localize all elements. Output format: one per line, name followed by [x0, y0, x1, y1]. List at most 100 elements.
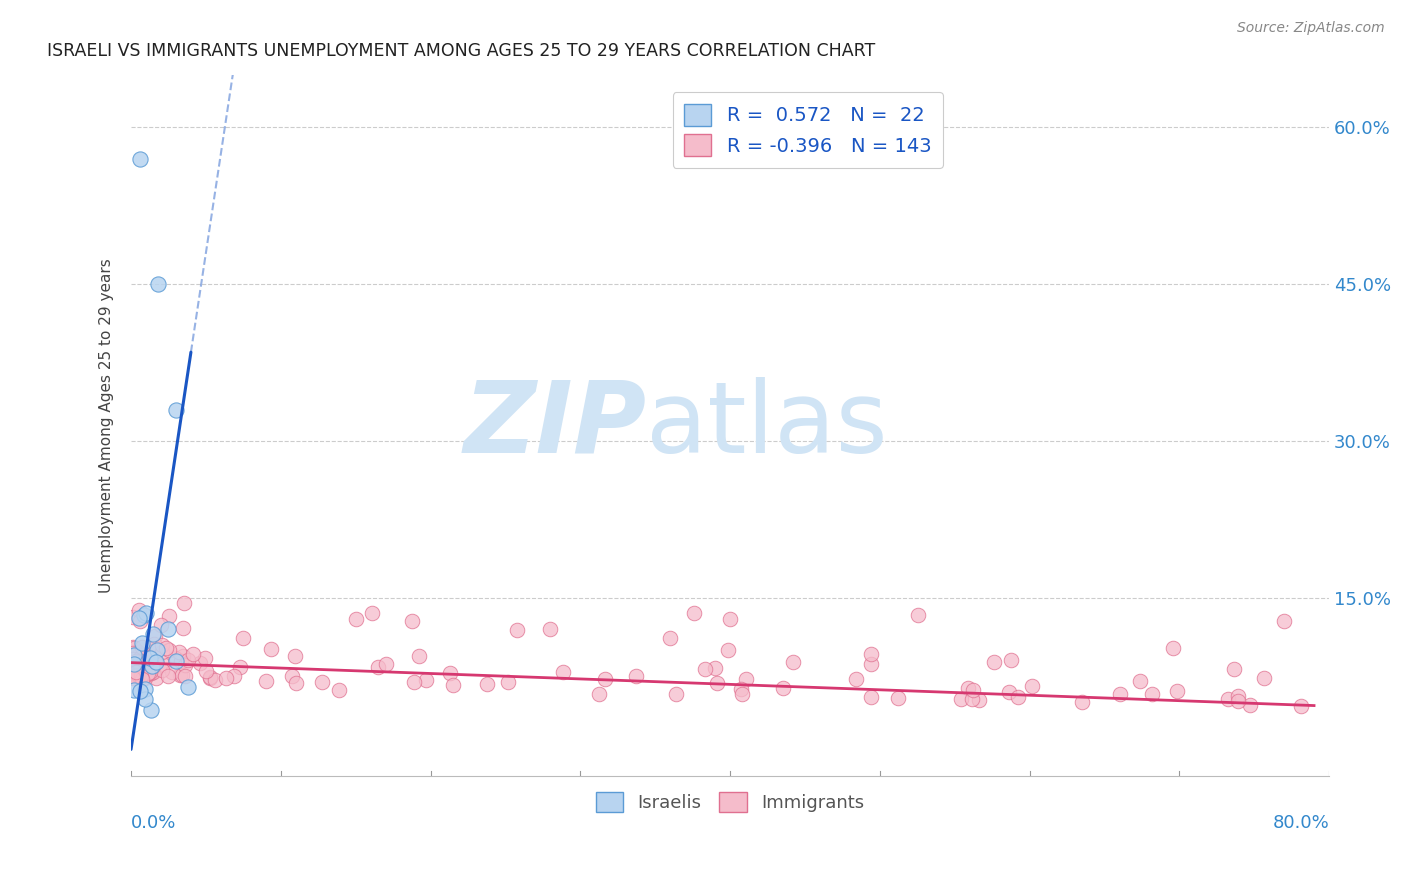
- Point: [125, 660, 148, 674]
- Point: [135, 651, 157, 665]
- Point: [128, 611, 150, 625]
- Point: [254, 674, 277, 689]
- Point: [122, 671, 145, 685]
- Point: [135, 667, 157, 681]
- Point: [121, 660, 143, 674]
- Point: [122, 657, 145, 671]
- Point: [181, 647, 204, 661]
- Point: [361, 607, 384, 621]
- Point: [163, 651, 186, 665]
- Point: [401, 614, 423, 628]
- Point: [665, 687, 688, 701]
- Point: [624, 669, 647, 683]
- Point: [588, 687, 610, 701]
- Point: [706, 675, 728, 690]
- Point: [174, 658, 197, 673]
- Text: ISRAELI VS IMMIGRANTS UNEMPLOYMENT AMONG AGES 25 TO 29 YEARS CORRELATION CHART: ISRAELI VS IMMIGRANTS UNEMPLOYMENT AMONG…: [48, 42, 876, 60]
- Point: [1223, 662, 1246, 676]
- Point: [173, 596, 195, 610]
- Point: [718, 612, 741, 626]
- Point: [128, 670, 150, 684]
- Point: [1226, 689, 1249, 703]
- Point: [129, 614, 152, 628]
- Point: [125, 670, 148, 684]
- Point: [170, 668, 193, 682]
- Point: [1161, 641, 1184, 656]
- Point: [328, 682, 350, 697]
- Point: [134, 691, 156, 706]
- Point: [439, 665, 461, 680]
- Point: [983, 655, 1005, 669]
- Point: [141, 658, 163, 673]
- Legend: Israelis, Immigrants: Israelis, Immigrants: [589, 785, 872, 819]
- Point: [121, 671, 143, 685]
- Point: [693, 662, 716, 676]
- Point: [658, 632, 681, 646]
- Point: [153, 658, 176, 673]
- Point: [859, 647, 882, 661]
- Point: [121, 646, 143, 660]
- Point: [404, 674, 426, 689]
- Point: [127, 645, 149, 659]
- Point: [1000, 653, 1022, 667]
- Point: [1239, 698, 1261, 712]
- Point: [121, 652, 143, 666]
- Text: Source: ZipAtlas.com: Source: ZipAtlas.com: [1237, 21, 1385, 35]
- Point: [150, 663, 173, 677]
- Point: [131, 658, 153, 673]
- Point: [139, 665, 162, 680]
- Point: [132, 608, 155, 623]
- Point: [734, 673, 756, 687]
- Point: [128, 684, 150, 698]
- Point: [845, 672, 868, 686]
- Point: [131, 640, 153, 655]
- Point: [215, 672, 238, 686]
- Point: [121, 667, 143, 681]
- Point: [441, 678, 464, 692]
- Point: [124, 648, 146, 663]
- Point: [703, 661, 725, 675]
- Point: [128, 648, 150, 663]
- Point: [157, 609, 180, 624]
- Point: [887, 690, 910, 705]
- Point: [122, 641, 145, 656]
- Point: [593, 672, 616, 686]
- Point: [129, 152, 152, 166]
- Point: [142, 665, 165, 679]
- Point: [143, 629, 166, 643]
- Point: [907, 607, 929, 622]
- Point: [139, 703, 162, 717]
- Point: [131, 636, 153, 650]
- Point: [717, 643, 740, 657]
- Point: [683, 607, 706, 621]
- Point: [155, 640, 177, 655]
- Point: [506, 624, 529, 638]
- Point: [1218, 692, 1240, 706]
- Point: [1129, 674, 1152, 689]
- Point: [135, 607, 157, 621]
- Point: [772, 681, 794, 695]
- Point: [859, 657, 882, 671]
- Point: [730, 681, 752, 696]
- Point: [122, 669, 145, 683]
- Point: [280, 669, 302, 683]
- Point: [1140, 688, 1163, 702]
- Point: [145, 655, 167, 669]
- Point: [121, 640, 143, 654]
- Point: [142, 659, 165, 673]
- Point: [284, 676, 307, 690]
- Point: [131, 669, 153, 683]
- Point: [498, 675, 520, 690]
- Point: [408, 649, 430, 664]
- Point: [146, 643, 169, 657]
- Point: [165, 654, 187, 668]
- Point: [165, 402, 187, 417]
- Point: [1253, 671, 1275, 685]
- Point: [1071, 695, 1094, 709]
- Point: [143, 643, 166, 657]
- Point: [950, 692, 973, 706]
- Point: [172, 649, 194, 664]
- Point: [150, 645, 173, 659]
- Point: [956, 681, 979, 696]
- Point: [173, 622, 195, 636]
